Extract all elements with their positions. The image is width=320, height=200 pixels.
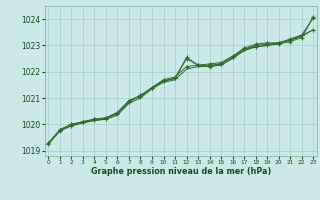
X-axis label: Graphe pression niveau de la mer (hPa): Graphe pression niveau de la mer (hPa)	[91, 167, 271, 176]
